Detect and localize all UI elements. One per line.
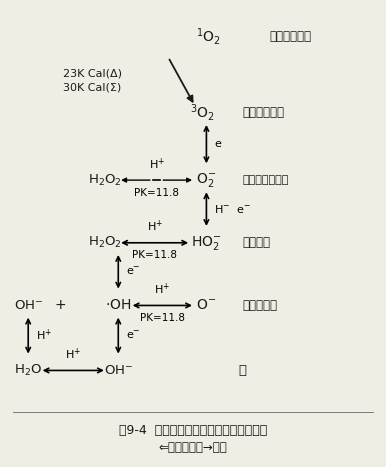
Text: H$^{+}$: H$^{+}$ [65,347,81,362]
Text: $\cdot$OH: $\cdot$OH [105,298,132,312]
Text: H$_{2}$O$_{2}$: H$_{2}$O$_{2}$ [88,235,122,250]
Text: H$^{+}$: H$^{+}$ [154,282,170,297]
Text: H$_{2}$O$_{2}$: H$_{2}$O$_{2}$ [88,173,122,188]
Text: 单线态分子氧: 单线态分子氧 [270,30,312,42]
Text: ⇐氧化、还原→激发: ⇐氧化、还原→激发 [159,440,227,453]
Text: 过氧化气: 过氧化气 [243,236,271,249]
Text: PK=11.8: PK=11.8 [132,250,177,260]
Text: OH$^{-}$: OH$^{-}$ [103,364,133,377]
Text: 23K Cal(Δ): 23K Cal(Δ) [63,68,122,78]
Text: H$^{-}$  e$^{-}$: H$^{-}$ e$^{-}$ [214,203,251,215]
Text: H$_{2}$O: H$_{2}$O [14,363,42,378]
Text: +: + [55,298,67,312]
Text: H$^{+}$: H$^{+}$ [149,156,165,172]
Text: HO$_{2}^{-}$: HO$_{2}^{-}$ [191,234,222,252]
Text: O$_{2}^{-}$: O$_{2}^{-}$ [196,171,217,189]
Text: PK=11.8: PK=11.8 [140,313,185,323]
Text: 超氧化物自由基: 超氧化物自由基 [243,175,289,185]
Text: 水: 水 [239,364,247,377]
Text: 氢氧自由基: 氢氧自由基 [243,299,278,312]
Text: e: e [214,139,221,149]
Text: e$^{-}$: e$^{-}$ [126,266,141,277]
Text: O$^{-}$: O$^{-}$ [196,298,217,312]
Text: H$^{+}$: H$^{+}$ [147,219,163,234]
Text: 30K Cal(Σ): 30K Cal(Σ) [63,82,121,92]
Text: OH$^{-}$: OH$^{-}$ [14,299,43,312]
Text: $^{3}$O$_{2}$: $^{3}$O$_{2}$ [190,102,215,123]
Text: H$^{+}$: H$^{+}$ [36,328,52,343]
Text: e$^{-}$: e$^{-}$ [126,330,141,341]
Text: 图9-4  氧自由基的生成氧化、还原及激发: 图9-4 氧自由基的生成氧化、还原及激发 [119,425,267,437]
Text: $^{1}$O$_{2}$: $^{1}$O$_{2}$ [196,26,221,47]
Text: 三线态分子氧: 三线态分子氧 [243,106,285,119]
Text: PK=11.8: PK=11.8 [134,188,179,198]
